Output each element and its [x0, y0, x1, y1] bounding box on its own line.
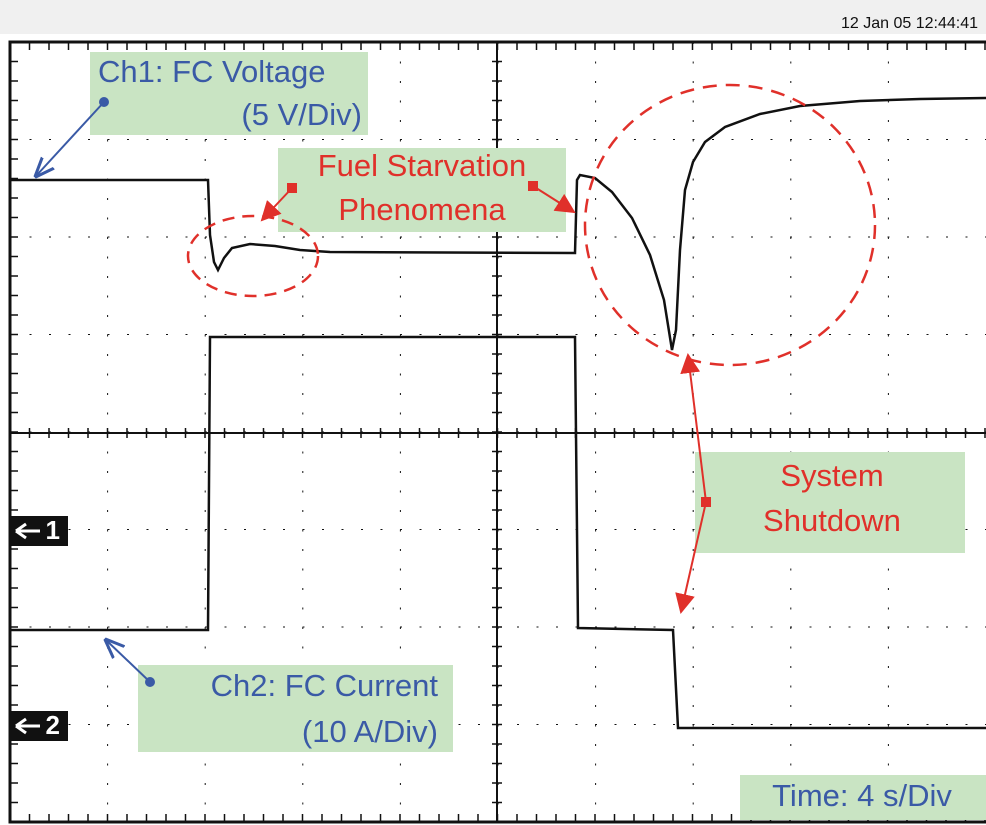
highlight-ellipse	[186, 214, 320, 298]
blue-arrows	[36, 101, 151, 683]
ch1-scale: (5 V/Div)	[241, 97, 362, 132]
label-box	[695, 452, 965, 553]
arrow-knob	[145, 677, 155, 687]
ch2-trace	[10, 335, 986, 730]
grid	[9, 41, 986, 822]
channel-marker: 1	[10, 515, 68, 546]
label-box	[138, 665, 453, 752]
label-box	[740, 775, 986, 820]
label-box	[278, 148, 566, 232]
grid-part	[9, 41, 986, 822]
highlight-ellipse	[583, 83, 877, 367]
ch1-name: Ch1: FC Voltage	[98, 54, 325, 89]
timebase: Time: 4 s/Div	[772, 778, 952, 813]
arrow-knob	[99, 97, 109, 107]
annotation: Shutdown	[763, 503, 901, 538]
red-arrows	[260, 185, 707, 614]
timestamp: 12 Jan 05 12:44:41	[841, 15, 978, 32]
header-bar	[0, 0, 986, 34]
marker-label: 2	[46, 710, 60, 740]
annotation: Phenomena	[338, 192, 506, 227]
annotation: Fuel Starvation	[318, 148, 527, 183]
arrow-knobs	[287, 181, 711, 507]
ch1-trace	[10, 96, 986, 351]
marker-label: 1	[46, 515, 60, 545]
ch2-name: Ch2: FC Current	[211, 668, 439, 703]
ch2-scale: (10 A/Div)	[302, 714, 438, 749]
label-box	[90, 52, 368, 135]
annotation: System	[780, 458, 883, 493]
channel-marker: 2	[10, 710, 68, 741]
